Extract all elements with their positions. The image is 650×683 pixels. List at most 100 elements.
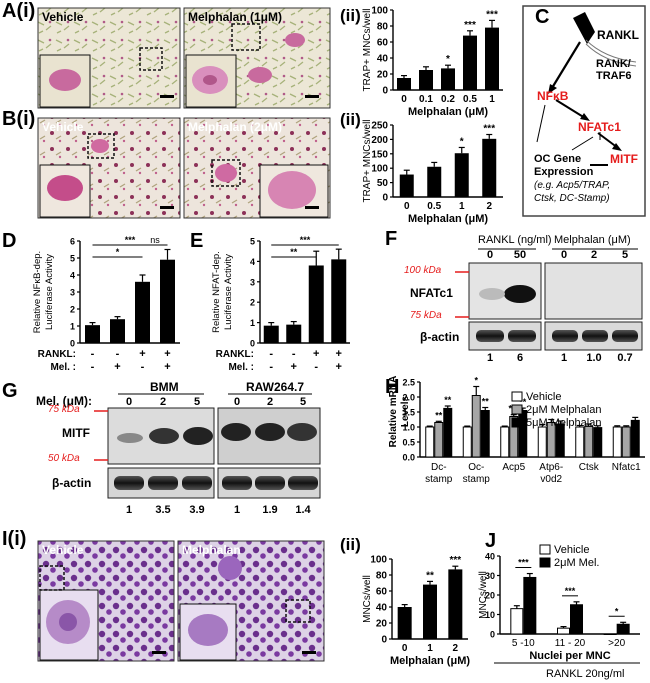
image-label-vehicle-i: Vehicle: [42, 543, 84, 557]
bar: [603, 633, 617, 635]
y-tick-label: 20: [485, 591, 495, 601]
pathway-oc2: Expression: [534, 166, 594, 178]
image-label-melphalan-b: Melphalan (2μM): [188, 120, 283, 134]
x-tick-label: Atp6-: [539, 462, 563, 473]
x-tick-label: 11 - 20: [555, 638, 586, 649]
legend-label: 2μM Melphalan: [526, 404, 601, 416]
bar: [135, 281, 150, 343]
significance-label: ***: [449, 555, 461, 566]
pathway-nfkb: NFκB: [537, 89, 569, 103]
pathway-nfatc1: NFATc1: [578, 120, 621, 134]
y-tick-label: 100: [371, 6, 388, 17]
y-tick-label: 10: [485, 610, 495, 620]
x-tick-label: 0.2: [441, 94, 455, 105]
x-tick-label: v0d2: [540, 474, 562, 485]
y-tick-label: 6: [70, 237, 75, 247]
blot-f-lane-label: 50: [513, 249, 527, 261]
bar: [397, 78, 411, 90]
blot-g-quant-value: 1.9: [262, 504, 278, 516]
bar: [612, 426, 622, 458]
y-tick-label: 40: [377, 54, 389, 65]
row-label: Mel. :: [228, 362, 254, 373]
y-tick-label: 0: [490, 630, 495, 640]
bar: [419, 70, 433, 90]
panel-label-j: J: [485, 530, 497, 552]
x-tick-label: Ctsk: [579, 462, 600, 473]
y-axis-label: Luciferase Activity: [44, 254, 55, 330]
row-sign: +: [164, 361, 170, 373]
x-tick-label: >20: [608, 638, 625, 649]
y-tick-label: 2.5: [402, 378, 415, 388]
panel-label-h: H: [385, 376, 400, 398]
bar: [557, 627, 570, 635]
y-tick-label: 20: [376, 619, 388, 630]
y-tick-label: 40: [485, 552, 495, 562]
blot-g-quant-value: 1: [125, 504, 133, 516]
y-axis-label: Levels: [400, 395, 411, 427]
y-tick-label: 100: [370, 555, 387, 566]
y-tick-label: 80: [377, 22, 389, 33]
y-tick-label: 3: [250, 277, 255, 287]
panel-label-g: G: [2, 380, 18, 402]
row-sign: +: [336, 348, 342, 360]
panel-label-e: E: [190, 230, 204, 252]
bar: [448, 569, 463, 639]
y-tick-label: 1: [250, 318, 255, 328]
x-tick-label: 0.1: [419, 94, 433, 105]
panel-label-b: B(i): [2, 108, 36, 130]
x-tick-label: 0: [402, 643, 408, 654]
blot-g-quant-value: 3.5: [155, 504, 171, 516]
y-axis-label: TRAP+ MNCs/well: [362, 8, 373, 91]
panel-label-f: F: [385, 228, 398, 250]
blot-f-bactin-label: β-actin: [420, 330, 460, 344]
significance-label: **: [290, 247, 298, 257]
image-label-melphalan-a: Melphalan (1μM): [188, 10, 283, 24]
blot-g-lane-label: 0: [125, 396, 133, 408]
x-axis-label: Melphalan (μM): [408, 213, 488, 225]
x-tick-label: Nfatc1: [612, 462, 641, 473]
row-sign: +: [291, 361, 297, 373]
blot-g-quant-value: 3.9: [189, 504, 205, 516]
y-axis-label: TRAP+ MNCs/well: [362, 119, 373, 202]
y-tick-label: 150: [371, 149, 388, 160]
bar: [485, 27, 499, 91]
x-tick-label: Dc-: [431, 462, 447, 473]
pathway-traf6: TRAF6: [596, 70, 632, 82]
row-sign: +: [313, 348, 319, 360]
blot-f-quant-value: 1: [560, 352, 568, 364]
x-tick-label: 1: [427, 643, 433, 654]
blot-g-lane-label: 2: [159, 396, 167, 408]
blot-f-mel-header: Melphalan (μM): [554, 234, 631, 246]
y-tick-label: 0: [70, 339, 75, 349]
significance-label: ***: [125, 235, 136, 245]
x-tick-label: 0: [404, 201, 410, 212]
row-label: Mel. :: [50, 362, 76, 373]
legend-label: 2μM Mel.: [554, 557, 599, 569]
blot-g-bmm: BMM: [150, 380, 179, 394]
pathway-oc1: OC Gene: [534, 153, 582, 165]
y-tick-label: 4: [250, 257, 255, 267]
x-tick-label: 2: [486, 201, 492, 212]
blot-f-lane-label: 0: [560, 249, 568, 261]
image-label-vehicle-b: Vehicle: [42, 120, 84, 134]
y-tick-label: 5: [250, 237, 255, 247]
y-tick-label: 0.0: [402, 453, 415, 463]
y-tick-label: 0: [382, 86, 388, 97]
x-axis-label: Melphalan (μM): [390, 655, 470, 667]
y-tick-label: 50: [377, 178, 389, 189]
blot-f-quant-value: 1.0: [586, 352, 602, 364]
panel-label-i: I(i): [2, 528, 27, 550]
row-sign: -: [314, 361, 318, 373]
x-tick-label: 0.5: [427, 201, 441, 212]
significance-label: **: [482, 397, 490, 407]
y-axis-label: Luciferase Activity: [223, 254, 234, 330]
y-tick-label: 80: [376, 571, 388, 582]
row-sign: -: [141, 361, 145, 373]
bar: [463, 35, 477, 90]
bar: [480, 410, 490, 458]
x-tick-label: Oc-: [468, 462, 484, 473]
y-tick-label: 0: [250, 339, 255, 349]
row-label: RANKL:: [38, 349, 76, 360]
bar: [399, 174, 414, 197]
x-tick-label: 0.5: [463, 94, 477, 105]
